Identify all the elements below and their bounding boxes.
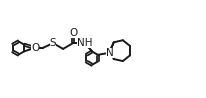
Text: N: N <box>31 43 39 53</box>
Text: N: N <box>105 48 113 58</box>
Text: O: O <box>69 28 77 38</box>
Text: O: O <box>31 43 39 53</box>
Text: NH: NH <box>77 38 92 48</box>
Text: S: S <box>49 38 56 48</box>
